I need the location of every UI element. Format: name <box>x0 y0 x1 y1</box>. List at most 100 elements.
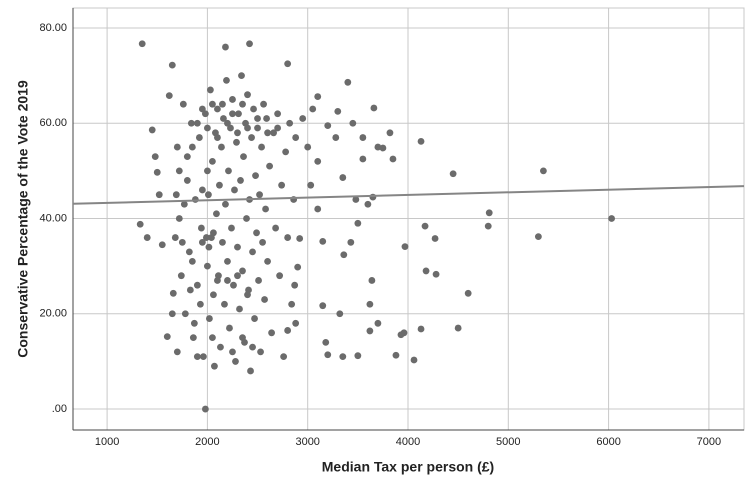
point <box>284 327 292 334</box>
point <box>336 310 344 318</box>
x-tick-label: 6000 <box>596 436 620 448</box>
point <box>379 144 387 152</box>
point <box>233 138 240 146</box>
point <box>422 267 430 275</box>
point <box>252 172 259 180</box>
point <box>274 110 282 118</box>
point <box>205 191 212 199</box>
point <box>181 310 189 318</box>
point <box>222 200 229 208</box>
point <box>243 215 250 222</box>
point <box>253 229 260 237</box>
point <box>261 296 268 303</box>
point <box>175 215 183 222</box>
point <box>178 238 186 246</box>
point <box>276 272 284 280</box>
point <box>421 222 429 230</box>
point <box>235 110 242 118</box>
point <box>286 119 294 127</box>
point <box>288 300 296 308</box>
point <box>258 143 265 151</box>
point <box>198 105 206 113</box>
x-tick-label: 4000 <box>396 436 420 448</box>
x-tick-label: 2000 <box>195 436 219 448</box>
point <box>187 119 195 127</box>
point <box>339 353 347 361</box>
point <box>484 222 492 230</box>
point <box>188 257 196 265</box>
point <box>464 289 472 297</box>
point <box>223 76 230 84</box>
point <box>209 157 216 165</box>
point <box>266 162 273 170</box>
point <box>196 300 204 308</box>
point <box>216 181 223 189</box>
point <box>296 235 304 242</box>
point <box>151 153 159 161</box>
point <box>240 153 247 161</box>
point <box>199 353 207 361</box>
point <box>189 334 197 341</box>
point <box>340 251 348 259</box>
point <box>239 267 246 275</box>
point <box>173 348 181 356</box>
point <box>347 238 355 246</box>
x-axis-title: Median Tax per person (£) <box>322 459 494 475</box>
point <box>175 167 183 175</box>
point <box>349 119 357 127</box>
y-tick-label: 40.00 <box>39 212 67 224</box>
point <box>374 319 382 327</box>
point <box>165 92 173 100</box>
point <box>234 129 241 137</box>
point <box>449 170 457 178</box>
point <box>179 100 187 108</box>
point <box>307 181 315 189</box>
x-tick-label: 5000 <box>496 436 520 448</box>
point <box>608 215 616 222</box>
point <box>190 319 198 327</box>
x-tick-label: 7000 <box>697 436 721 448</box>
point <box>172 191 180 199</box>
point <box>163 333 171 341</box>
point <box>193 119 201 127</box>
point <box>324 351 332 359</box>
fit-line <box>72 185 745 205</box>
point <box>389 155 397 163</box>
point <box>239 100 246 108</box>
point <box>214 134 221 141</box>
point <box>209 100 216 108</box>
point <box>540 167 547 175</box>
point <box>239 334 246 341</box>
point <box>319 237 327 245</box>
point <box>244 91 251 99</box>
point <box>259 238 266 246</box>
point <box>246 40 253 48</box>
point <box>278 181 286 189</box>
point <box>397 331 405 339</box>
point <box>220 115 227 122</box>
point <box>229 110 236 118</box>
point <box>386 129 394 137</box>
point <box>204 124 211 132</box>
point <box>284 60 292 68</box>
point <box>244 291 251 299</box>
point <box>485 209 493 217</box>
point <box>334 107 342 115</box>
point <box>249 343 256 351</box>
point <box>231 186 238 194</box>
point <box>314 157 322 165</box>
point <box>228 224 235 232</box>
point <box>210 229 217 237</box>
point <box>224 257 231 265</box>
point <box>201 405 209 413</box>
point <box>232 358 239 365</box>
point <box>207 86 214 94</box>
point <box>368 277 376 284</box>
y-tick-label: 60.00 <box>39 117 67 129</box>
point <box>211 362 218 370</box>
point <box>247 367 254 375</box>
point <box>272 224 280 232</box>
point <box>237 177 244 184</box>
point <box>339 174 347 181</box>
y-tick-label: .00 <box>52 403 67 415</box>
